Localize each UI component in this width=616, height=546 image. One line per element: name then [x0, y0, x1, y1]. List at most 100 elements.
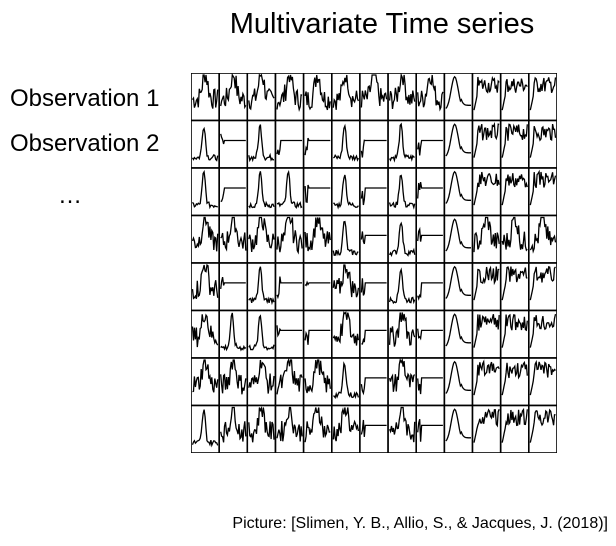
time-series-line — [445, 218, 471, 252]
time-series-line — [388, 357, 416, 392]
time-series-line — [360, 231, 387, 245]
time-series-line — [417, 226, 443, 242]
time-series-line — [304, 407, 331, 443]
grid-cell — [387, 262, 418, 312]
time-series-line — [417, 282, 443, 301]
time-series-line — [220, 216, 247, 252]
time-series-line — [248, 405, 275, 443]
grid-cell — [415, 262, 446, 312]
time-series-line — [389, 122, 415, 163]
time-series-line — [360, 278, 387, 296]
time-series-line — [191, 169, 218, 210]
time-series-line — [389, 406, 416, 443]
time-series-line — [360, 139, 387, 158]
grid-cell — [331, 214, 361, 264]
time-series-line — [248, 124, 275, 163]
time-series-line — [529, 169, 557, 206]
time-series-line — [191, 313, 219, 348]
time-series-line — [417, 377, 443, 395]
time-series-line — [220, 187, 246, 203]
grid-cell — [359, 262, 389, 312]
time-series-line — [220, 73, 247, 110]
grid-cell — [443, 262, 474, 312]
time-series-line — [276, 74, 303, 112]
time-series-line — [332, 407, 360, 442]
observation-1-label: Observation 1 — [10, 85, 160, 112]
grid-cell — [443, 357, 474, 407]
time-series-line — [417, 419, 443, 442]
time-series-line — [417, 328, 443, 341]
time-series-line — [361, 329, 387, 345]
grid-cell — [302, 119, 333, 169]
time-series-line — [276, 276, 303, 300]
grid-cell — [415, 309, 446, 359]
time-series-line — [191, 74, 219, 109]
picture-credit: Picture: [Slimen, Y. B., Allio, S., & Ja… — [232, 515, 608, 532]
time-series-grid-svg — [191, 73, 557, 453]
grid-cell — [387, 167, 418, 217]
time-series-line — [529, 76, 557, 111]
time-series-line — [501, 313, 528, 348]
time-series-line — [501, 173, 528, 206]
time-series-line — [388, 267, 416, 305]
time-series-line — [445, 170, 471, 204]
time-series-line — [473, 265, 500, 301]
time-series-line — [360, 74, 388, 108]
ellipsis-label: … — [58, 182, 82, 209]
grid-cell — [415, 167, 446, 217]
time-series-line — [276, 139, 303, 156]
time-series-line — [191, 263, 219, 300]
time-series-line — [360, 419, 387, 437]
time-series-line — [445, 408, 471, 442]
time-series-line — [473, 408, 500, 443]
time-series-line — [501, 78, 528, 111]
time-series-line — [501, 216, 528, 252]
time-series-line — [501, 360, 528, 396]
time-series-line — [473, 121, 500, 158]
time-series-line — [501, 407, 528, 443]
grid-cell — [331, 119, 361, 169]
time-series-line — [220, 312, 247, 352]
time-series-line — [332, 311, 360, 346]
grid-cell — [443, 73, 474, 122]
time-series-line — [501, 123, 528, 158]
grid-cell — [331, 357, 361, 407]
time-series-line — [529, 123, 557, 158]
time-series-line — [304, 359, 331, 394]
time-series-line — [248, 359, 275, 394]
time-series-line — [304, 74, 331, 111]
time-series-line — [333, 361, 360, 400]
grid-cell — [274, 309, 305, 359]
grid-cell — [359, 309, 389, 359]
time-series-line — [389, 221, 416, 258]
observation-2-label: Observation 2 — [10, 130, 160, 157]
time-series-line — [276, 325, 303, 338]
time-series-line — [417, 181, 443, 199]
grid-cell — [274, 119, 305, 169]
time-series-line — [445, 360, 471, 394]
time-series-line — [417, 139, 443, 156]
grid-cell — [359, 119, 389, 169]
time-series-line — [388, 174, 416, 210]
time-series-line — [220, 276, 246, 289]
time-series-line — [276, 357, 303, 395]
grid-cell — [415, 357, 446, 407]
grid-cell — [443, 167, 474, 217]
grid-cell — [443, 404, 474, 453]
time-series-line — [220, 133, 246, 145]
grid-cell — [246, 119, 277, 169]
time-series-line — [473, 171, 500, 206]
grid-cell — [359, 357, 389, 407]
time-series-line — [220, 406, 247, 443]
grid-cell — [302, 309, 333, 359]
time-series-line — [388, 312, 416, 347]
grid-cell — [302, 262, 333, 312]
grid-cell — [443, 214, 474, 264]
time-series-line — [192, 359, 219, 393]
grid-cell — [443, 309, 474, 359]
time-series-line — [220, 359, 247, 395]
grid-cell — [218, 262, 249, 312]
time-series-line — [473, 216, 500, 253]
time-series-line — [529, 265, 556, 301]
time-series-line — [445, 313, 471, 347]
